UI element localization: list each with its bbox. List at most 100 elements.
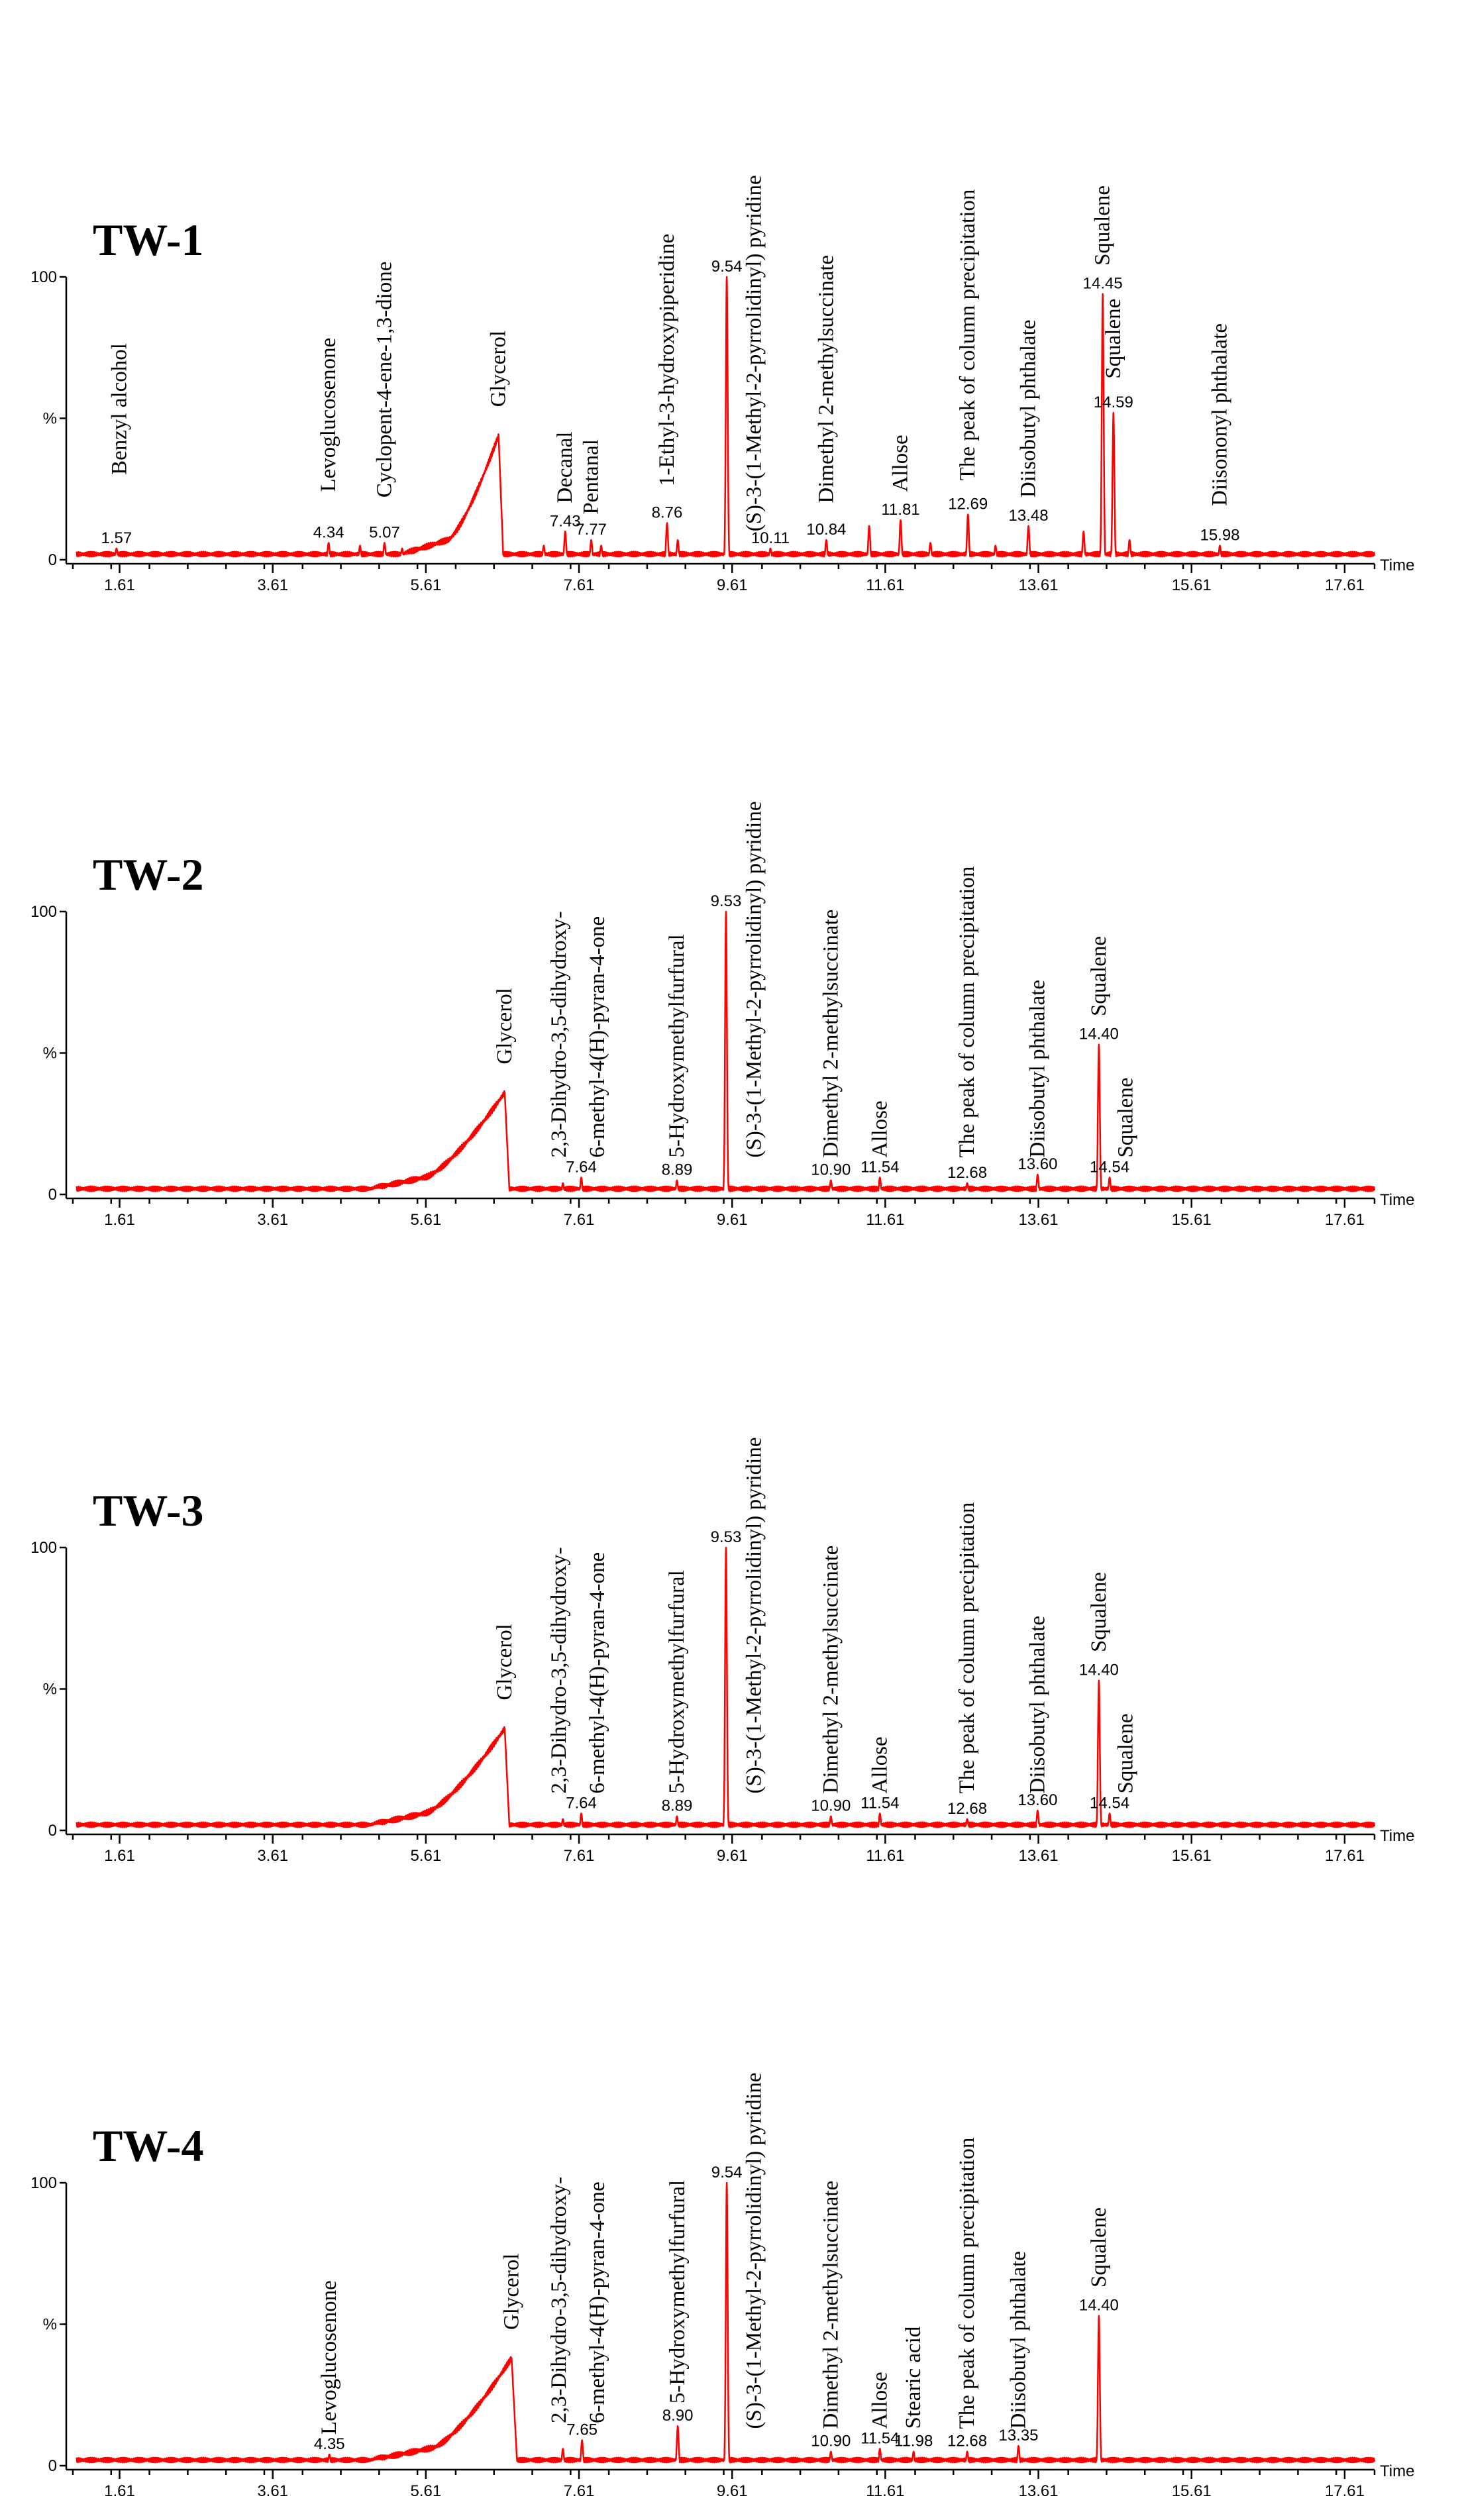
- peak-rt-label: 13.60: [1017, 1791, 1057, 1809]
- x-tick-label: 5.61: [411, 1847, 442, 1865]
- compound-label: Allose: [868, 2372, 892, 2429]
- peak-rt-label: 12.68: [947, 1800, 987, 1818]
- x-tick-label: 3.61: [257, 1211, 288, 1229]
- compound-label: 6-methyl-4(H)-pyran-4-one: [586, 2181, 609, 2423]
- x-tick-label: 11.61: [866, 1211, 904, 1229]
- panel-title: TW-3: [93, 1485, 203, 1536]
- compound-label: Stearic acid: [902, 2326, 925, 2429]
- peak-rt-label: 4.35: [314, 2435, 345, 2453]
- y-tick-label: 0: [48, 551, 57, 569]
- peak-rt-label: 7.65: [566, 2421, 598, 2439]
- x-axis-title: Time: [1380, 1191, 1414, 1209]
- compound-label: Diisononyl phthalate: [1208, 323, 1232, 506]
- peak-rt-label: 11.54: [860, 1794, 899, 1812]
- compound-label: Diisobutyl phthalate: [1017, 320, 1041, 498]
- peak-rt-label: 11.81: [881, 501, 919, 519]
- x-tick-label: 11.61: [866, 1847, 904, 1865]
- compound-label: Squalene: [1087, 1572, 1111, 1652]
- compound-label: Dimethyl 2-methylsuccinate: [819, 1546, 843, 1794]
- compound-label: 2,3-Dihydro-3,5-dihydroxy-: [547, 911, 571, 1157]
- x-tick-label: 17.61: [1325, 2482, 1365, 2500]
- x-tick-label: 11.61: [866, 2482, 904, 2500]
- compound-label: Pentanal: [580, 439, 603, 515]
- panel-title: TW-1: [93, 215, 203, 265]
- x-tick-label: 1.61: [104, 576, 135, 594]
- peak-rt-label: 7.77: [576, 521, 607, 539]
- x-tick-label: 1.61: [104, 1847, 135, 1865]
- chromatogram-panel-3: TW-3 0% 100 1.61 3.61 5.61 7.61 9.61 11.61 13.61 1…: [30, 1438, 1415, 1865]
- x-tick-label: 17.61: [1325, 1211, 1365, 1229]
- peak-rt-label: 14.59: [1094, 394, 1133, 411]
- peak-rt-label: 5.07: [369, 523, 400, 541]
- chromatogram-trace: [76, 2181, 1376, 2464]
- peak-rt-label: 14.54: [1090, 1158, 1129, 1176]
- peak-rt-label: 12.68: [947, 1164, 987, 1182]
- panel-title: TW-4: [93, 2121, 203, 2171]
- peak-rt-label: 8.89: [662, 1161, 693, 1179]
- x-tick-label: 13.61: [1019, 576, 1059, 594]
- peak-rt-label: 11.54: [860, 2429, 899, 2447]
- peak-rt-label: 13.35: [998, 2427, 1038, 2444]
- chromatogram-panel-4: TW-4 0% 100 1.61 3.61 5.61 7.61 9.61 11.61 13.61 1…: [30, 2073, 1415, 2500]
- compound-label: Glycerol: [493, 988, 517, 1064]
- y-tick-label: %: [43, 2316, 57, 2334]
- peak-rt-label: 12.68: [947, 2433, 987, 2450]
- compound-label: The peak of column precipitation: [956, 189, 980, 481]
- peak-rt-label: 9.54: [711, 2164, 743, 2181]
- peak-rt-label: 12.69: [948, 496, 988, 513]
- compound-label: Dimethyl 2-methylsuccinate: [819, 2181, 843, 2429]
- peak-rt-label: 15.98: [1200, 527, 1239, 545]
- peak-rt-label: 10.11: [751, 529, 790, 547]
- compound-label: Levoglucosenone: [317, 2280, 341, 2435]
- x-tick-label: 15.61: [1172, 576, 1212, 594]
- compound-label: Benzyl alcohol: [108, 343, 132, 475]
- compound-label: Squalene: [1087, 2207, 1111, 2287]
- compound-label: 2,3-Dihydro-3,5-dihydroxy-: [547, 2177, 571, 2423]
- x-tick-label: 13.61: [1019, 2482, 1059, 2500]
- compound-label: Glycerol: [487, 331, 511, 407]
- x-tick-label: 7.61: [564, 1211, 595, 1229]
- compound-label: Squalene: [1091, 185, 1115, 266]
- compound-label: Levoglucosenone: [317, 338, 340, 492]
- y-tick-label: 0: [48, 1186, 57, 1204]
- compound-label: The peak of column precipitation: [955, 2138, 979, 2429]
- x-axis-title: Time: [1380, 2462, 1414, 2480]
- compound-label: The peak of column precipitation: [955, 866, 979, 1158]
- compound-label: Squalene: [1102, 299, 1125, 379]
- peak-rt-label: 8.89: [662, 1797, 693, 1815]
- panel-title: TW-2: [93, 849, 203, 900]
- compound-label: 1-Ethyl-3-hydroxypiperidine: [655, 234, 679, 486]
- compound-label: 6-methyl-4(H)-pyran-4-one: [586, 1552, 609, 1794]
- compound-label: Squalene: [1114, 1078, 1137, 1158]
- x-axis-title: Time: [1380, 1827, 1414, 1845]
- x-tick-label: 15.61: [1172, 1211, 1212, 1229]
- peak-rt-label: 13.48: [1009, 507, 1049, 525]
- compound-label: (S)-3-(1-Methyl-2-pyrrolidinyl) pyridine: [743, 175, 766, 531]
- x-tick-label: 7.61: [564, 576, 595, 594]
- y-tick-label: 100: [30, 903, 57, 921]
- peak-rt-label: 14.40: [1079, 2297, 1119, 2315]
- compound-label: 5-Hydroxymethylfurfural: [666, 2180, 690, 2403]
- peak-rt-label: 7.64: [566, 1158, 597, 1176]
- x-tick-label: 17.61: [1325, 1847, 1365, 1865]
- peak-rt-label: 13.60: [1017, 1155, 1057, 1173]
- chromatogram-panel-1: TW-1 0% 100 1.61 3.61 5.61 7.61 9.61 11.61 13.61 1…: [30, 175, 1415, 594]
- compound-label: Allose: [868, 1100, 892, 1157]
- compound-label: Cyclopent-4-ene-1,3-dione: [372, 262, 396, 498]
- chromatogram-trace: [76, 910, 1376, 1192]
- compound-label: Diisobutyl phthalate: [1025, 980, 1049, 1158]
- compound-label: Squalene: [1114, 1714, 1137, 1794]
- x-tick-label: 5.61: [411, 576, 442, 594]
- peak-rt-label: 8.76: [652, 503, 683, 521]
- chromatogram-trace: [76, 276, 1376, 558]
- compound-label: Dimethyl 2-methylsuccinate: [819, 910, 843, 1158]
- peak-rt-label: 9.53: [711, 1528, 742, 1546]
- compound-label: 5-Hydroxymethylfurfural: [665, 1570, 689, 1793]
- x-tick-label: 9.61: [717, 2482, 748, 2500]
- x-tick-label: 3.61: [257, 576, 288, 594]
- compound-label: Allose: [889, 435, 913, 492]
- x-tick-label: 13.61: [1019, 1847, 1059, 1865]
- peak-rt-label: 10.90: [811, 2433, 851, 2450]
- x-tick-label: 3.61: [257, 2482, 288, 2500]
